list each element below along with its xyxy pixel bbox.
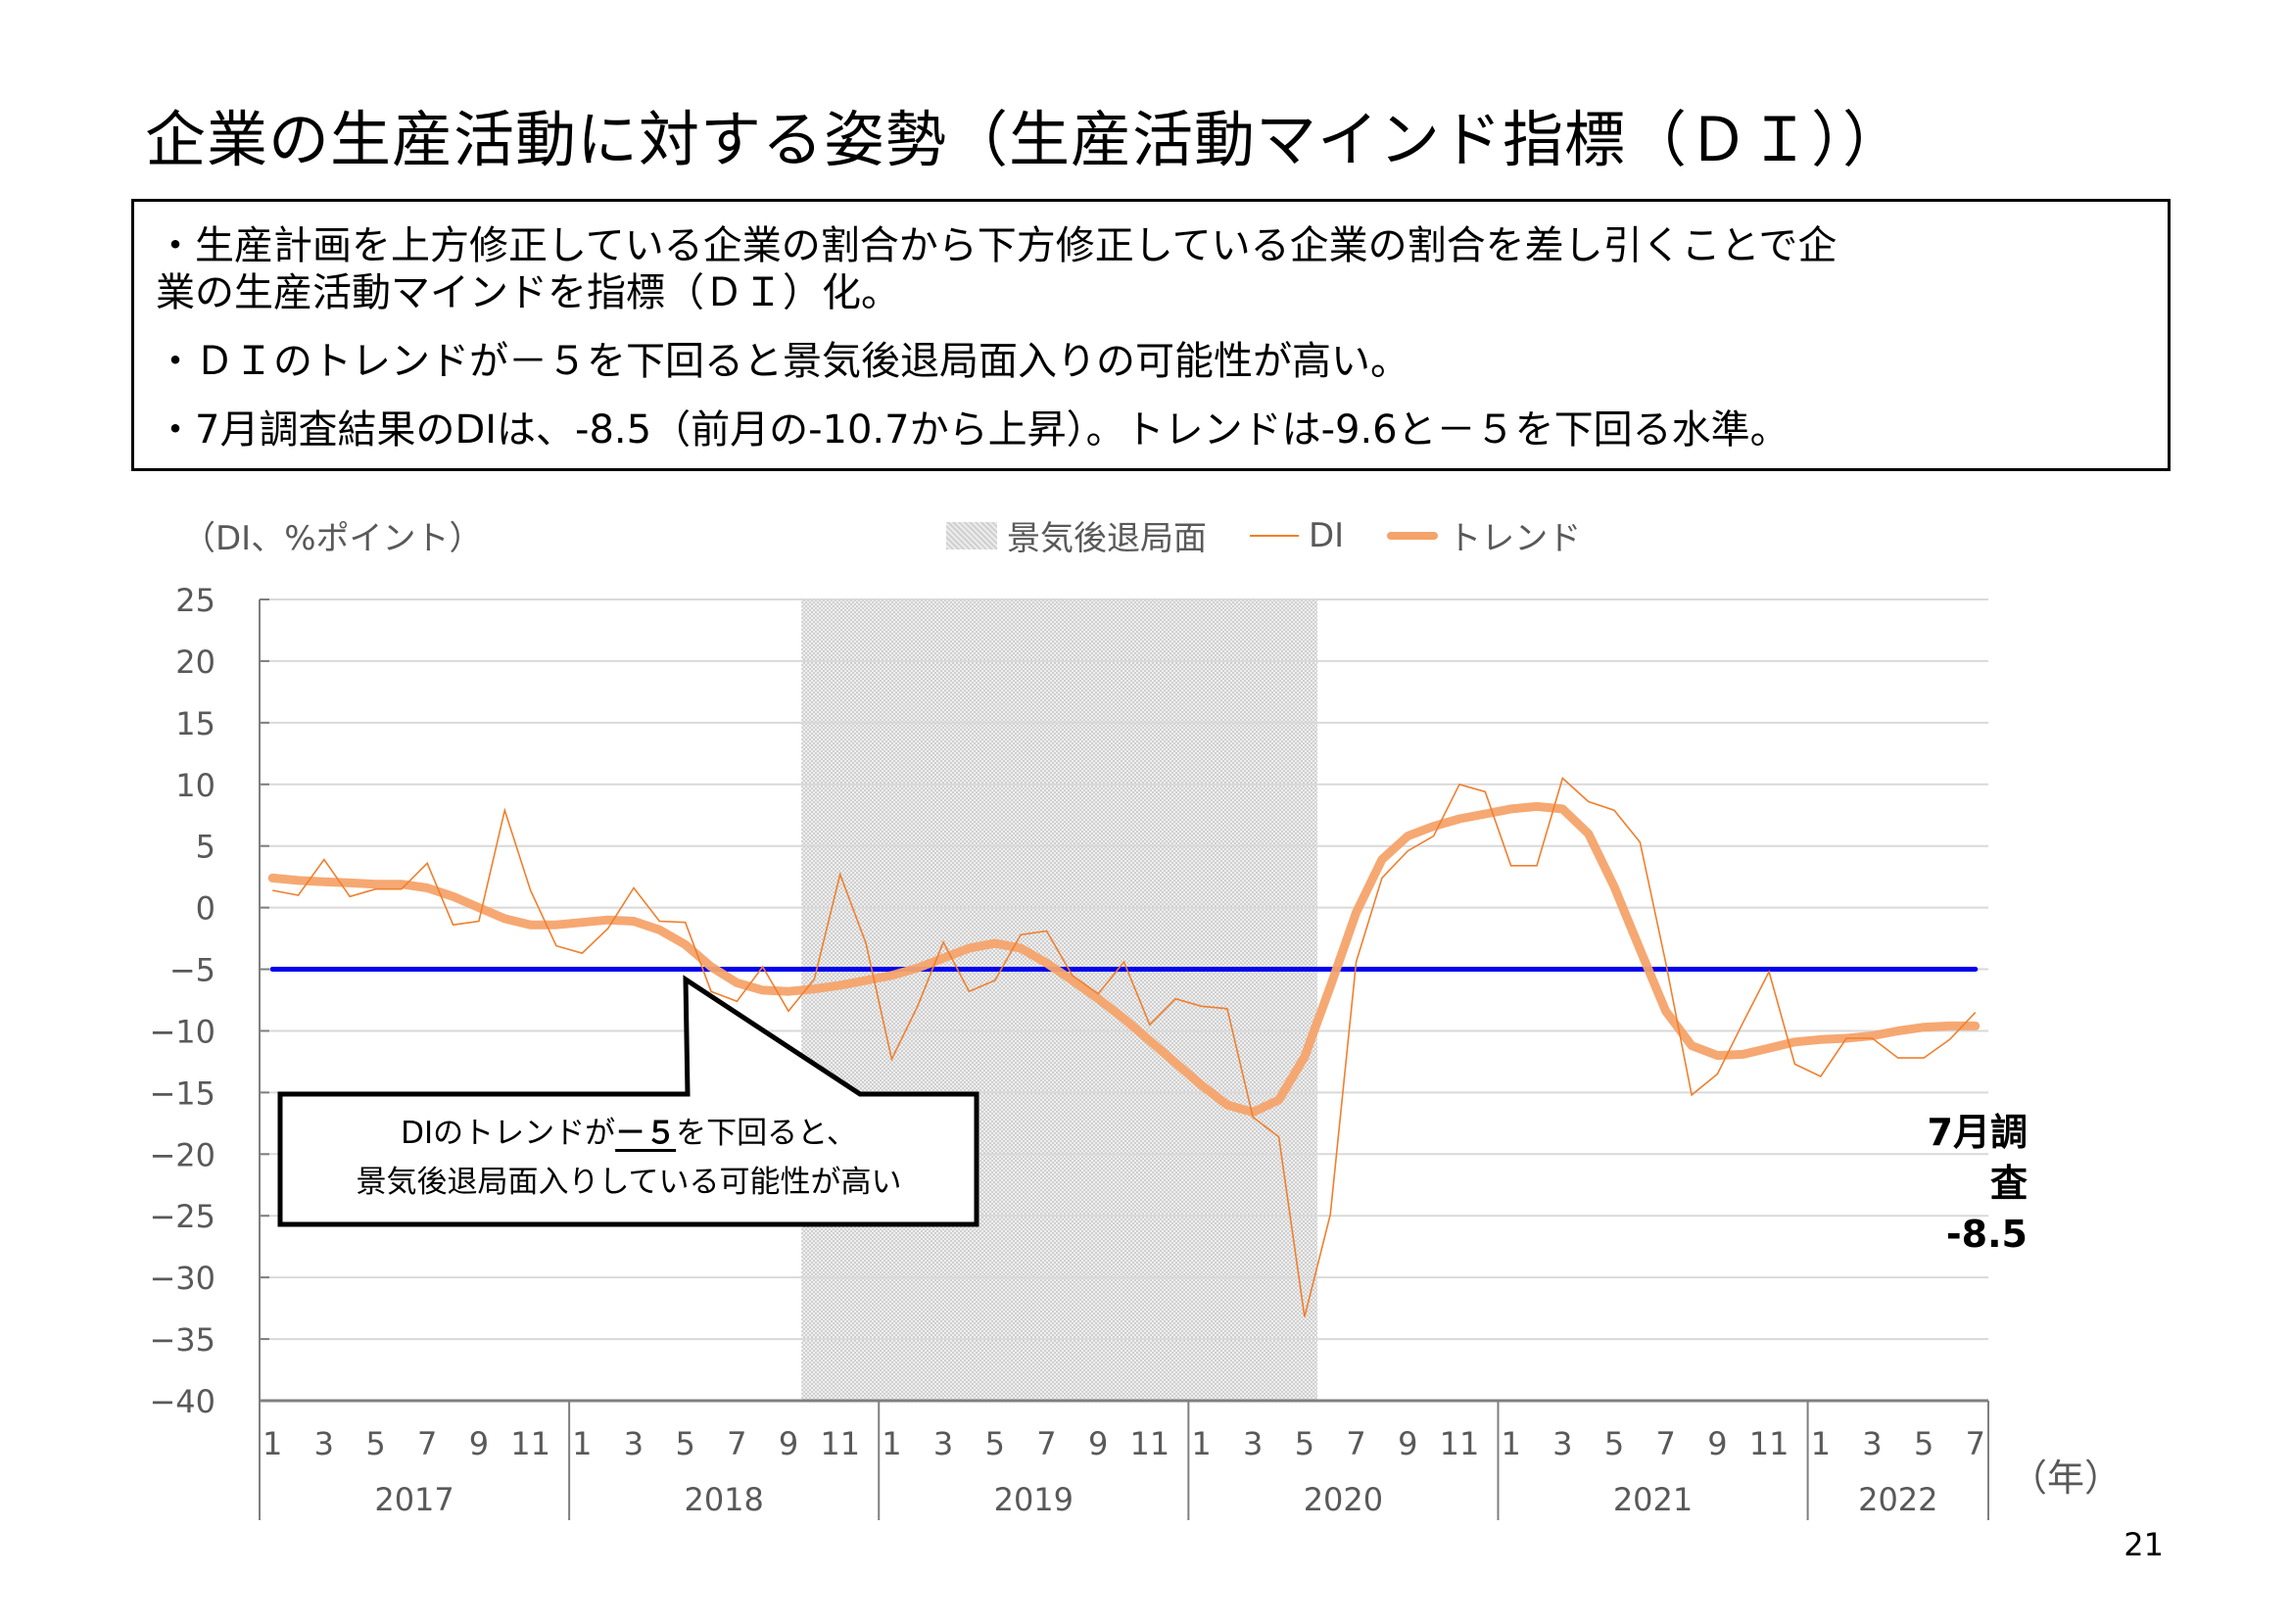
legend-trend-label: トレンド xyxy=(1448,519,1582,558)
svg-text:5: 5 xyxy=(675,1425,694,1462)
di-line-swatch-icon xyxy=(1250,534,1299,537)
svg-text:11: 11 xyxy=(510,1425,550,1462)
callout-balloon xyxy=(277,975,979,1227)
y-tick-label: 25 xyxy=(175,582,215,619)
x-year-label: 2021 xyxy=(1613,1481,1693,1518)
survey-value-label: -8.5 xyxy=(1945,1213,2028,1256)
callout-text: DIのトレンドが－５を下回ると、 景気後退局面入りしている可能性が高い xyxy=(280,1109,978,1207)
svg-text:5: 5 xyxy=(985,1425,1005,1462)
y-tick-label: 20 xyxy=(175,644,215,681)
svg-text:7: 7 xyxy=(417,1425,437,1462)
callout-text-pre: DIのトレンドが xyxy=(401,1116,616,1151)
svg-text:3: 3 xyxy=(624,1425,644,1462)
y-tick-label: 10 xyxy=(175,767,215,804)
callout-text-threshold: －５ xyxy=(615,1116,677,1151)
legend-recession-label: 景気後退局面 xyxy=(1007,519,1207,558)
y-tick-label: −10 xyxy=(149,1013,215,1050)
x-year-label: 2020 xyxy=(1304,1481,1383,1518)
di-series-line xyxy=(272,777,1977,1317)
x-year-label: 2022 xyxy=(1858,1481,1937,1518)
svg-text:3: 3 xyxy=(1243,1425,1263,1462)
svg-text:5: 5 xyxy=(1914,1425,1933,1462)
chart-legend: 景気後退局面 DI トレンド xyxy=(946,511,1581,559)
svg-text:11: 11 xyxy=(1749,1425,1790,1462)
summary-box: ・生産計画を上方修正している企業の割合から下方修正している企業の割合を差し引くこ… xyxy=(131,199,2171,471)
svg-text:7: 7 xyxy=(1036,1425,1056,1462)
svg-text:9: 9 xyxy=(469,1425,489,1462)
svg-text:9: 9 xyxy=(1398,1425,1417,1462)
survey-month-label: 7月調査 xyxy=(1927,1111,2028,1205)
y-tick-label: −40 xyxy=(149,1383,215,1420)
y-tick-label: 0 xyxy=(196,890,215,928)
callout-text-post: を下回ると、 xyxy=(676,1116,857,1151)
svg-text:5: 5 xyxy=(365,1425,385,1462)
y-tick-label: −20 xyxy=(149,1136,215,1173)
svg-text:1: 1 xyxy=(1191,1425,1211,1462)
y-tick-label: 15 xyxy=(175,705,215,742)
svg-text:11: 11 xyxy=(1129,1425,1169,1462)
y-tick-label: −30 xyxy=(149,1260,215,1297)
svg-text:3: 3 xyxy=(933,1425,953,1462)
y-tick-label: −5 xyxy=(169,952,215,989)
svg-text:9: 9 xyxy=(1088,1425,1108,1462)
y-tick-label: −35 xyxy=(149,1321,215,1359)
legend-di-label: DI xyxy=(1309,515,1345,555)
summary-line-2: 業の生産活動マインドを指標（ＤＩ）化。 xyxy=(156,270,900,315)
svg-text:1: 1 xyxy=(1501,1425,1520,1462)
page-number: 21 xyxy=(2124,1526,2164,1563)
x-year-label: 2019 xyxy=(994,1481,1074,1518)
svg-text:9: 9 xyxy=(779,1425,798,1462)
recession-swatch-icon xyxy=(946,521,997,549)
svg-text:9: 9 xyxy=(1707,1425,1727,1462)
svg-text:7: 7 xyxy=(727,1425,746,1462)
summary-line-3: ・ＤＩのトレンドが－５を下回ると景気後退局面入りの可能性が高い。 xyxy=(156,339,1409,384)
trend-line-swatch-icon xyxy=(1387,531,1439,540)
svg-text:7: 7 xyxy=(1656,1425,1676,1462)
svg-text:3: 3 xyxy=(1552,1425,1572,1462)
y-axis-unit-label: （DI、%ポイント） xyxy=(182,519,483,558)
svg-text:11: 11 xyxy=(1440,1425,1480,1462)
svg-text:7: 7 xyxy=(1346,1425,1365,1462)
svg-text:1: 1 xyxy=(572,1425,592,1462)
svg-text:1: 1 xyxy=(1811,1425,1831,1462)
y-tick-label: −15 xyxy=(149,1075,215,1112)
page-title: 企業の生産活動に対する姿勢（生産活動マインド指標（ＤＩ）） xyxy=(145,104,1905,175)
svg-text:11: 11 xyxy=(820,1425,860,1462)
svg-text:5: 5 xyxy=(1295,1425,1314,1462)
svg-text:7: 7 xyxy=(1966,1425,1985,1462)
svg-text:1: 1 xyxy=(882,1425,901,1462)
x-axis-unit-label: （年） xyxy=(2010,1457,2123,1500)
latest-survey-annotation: 7月調査 -8.5 xyxy=(1890,1107,2028,1260)
trend-series-line xyxy=(267,801,1981,1117)
recession-shading xyxy=(801,599,1318,1401)
y-tick-label: −25 xyxy=(149,1198,215,1235)
summary-line-1: ・生産計画を上方修正している企業の割合から下方修正している企業の割合を差し引くこ… xyxy=(156,223,1838,268)
x-year-label: 2018 xyxy=(684,1481,763,1518)
summary-line-4: ・7月調査結果のDIは、-8.5（前月の-10.7から上昇）。トレンドは-9.6… xyxy=(156,407,1790,453)
y-tick-label: 5 xyxy=(196,829,215,866)
callout-text-line2: 景気後退局面入りしている可能性が高い xyxy=(356,1165,902,1200)
svg-text:5: 5 xyxy=(1604,1425,1624,1462)
svg-text:1: 1 xyxy=(263,1425,282,1462)
svg-text:3: 3 xyxy=(314,1425,334,1462)
x-year-label: 2017 xyxy=(374,1481,453,1518)
svg-text:3: 3 xyxy=(1862,1425,1882,1462)
